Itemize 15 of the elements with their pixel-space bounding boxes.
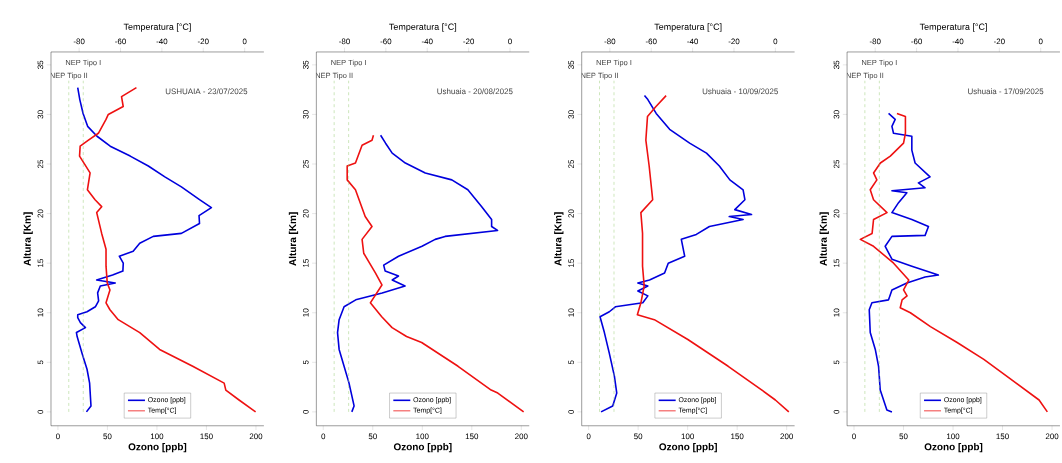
x-axis-title: Ozono [ppb]	[924, 443, 983, 453]
line-series	[868, 112, 940, 413]
line-series	[336, 134, 499, 413]
x2-axis-title: Temperatura [°C]	[654, 23, 722, 32]
y-axis-title: Altura [Km]	[554, 212, 564, 266]
x2-axis-title: Temperatura [°C]	[123, 23, 191, 32]
y-axis-title: Altura [Km]	[23, 212, 33, 266]
y-axis-title: Altura [Km]	[288, 212, 299, 266]
x-axis-title: Ozono [ppb]	[128, 443, 187, 453]
x-axis-title: Ozono [ppb]	[659, 443, 717, 453]
x2-axis-title: Temperatura [°C]	[919, 23, 987, 32]
x2-axis-title: Temperatura [°C]	[389, 23, 457, 32]
line-series	[599, 94, 753, 413]
x-axis-title: Ozono [ppb]	[393, 443, 452, 453]
y-axis-title: Altura [Km]	[819, 212, 829, 266]
